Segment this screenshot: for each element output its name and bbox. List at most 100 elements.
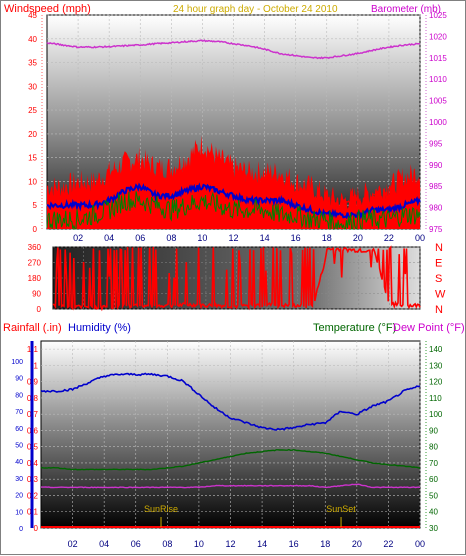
rainfall-tick-label: 0 (34, 524, 39, 533)
temp-x-tick-label: 06 (131, 539, 141, 549)
sun-annotation-label: SunSet (326, 504, 356, 514)
temperature-axis-label: Temperature (°F) (313, 322, 396, 334)
compass-tick-label: N (435, 304, 443, 316)
wind-x-tick-label: 02 (73, 233, 83, 243)
direction-tick-label: 180 (28, 274, 42, 283)
humidity-tick-label: 30 (15, 476, 23, 483)
humidity-tick-label: 70 (15, 409, 23, 416)
temp-panel-grid (41, 341, 421, 529)
barometer-tick-label: 995 (429, 139, 443, 148)
direction-tick-label: 270 (28, 259, 42, 268)
humidity-tick-label: 10 (15, 509, 23, 516)
windspeed-tick-label: 5 (33, 201, 38, 210)
barometer-tick-label: 1025 (429, 11, 447, 20)
wind-x-tick-label: 08 (166, 233, 176, 243)
dewpoint-axis-label: Dew Point (°F) (393, 322, 465, 334)
windspeed-tick-label: 25 (28, 106, 37, 115)
barometer-axis-label: Barometer (mb) (371, 4, 441, 15)
barometer-tick-label: 1005 (429, 97, 447, 106)
wind-x-tick-label: 14 (260, 233, 270, 243)
windspeed-tick-label: 0 (33, 225, 38, 234)
wind-x-tick-label: 18 (322, 233, 332, 243)
temperature-tick-label: 80 (429, 443, 438, 452)
humidity-line (40, 372, 421, 431)
barometer-tick-label: 975 (429, 225, 443, 234)
dewpoint-line (41, 483, 421, 489)
temperature-tick-label: 130 (429, 361, 443, 370)
compass-tick-label: N (435, 242, 443, 254)
temp-x-tick-label: 02 (68, 539, 78, 549)
direction-series-group (52, 245, 421, 312)
windspeed-tick-label: 10 (28, 177, 37, 186)
temp-x-tick-label: 12 (225, 539, 235, 549)
compass-tick-label: W (435, 289, 446, 301)
wind-series-group (46, 39, 421, 231)
wind-x-tick-label: 20 (353, 233, 363, 243)
temp-x-tick-label: 10 (194, 539, 204, 549)
temperature-tick-label: 120 (429, 378, 443, 387)
barometer-tick-label: 990 (429, 161, 443, 170)
barometer-tick-label: 1020 (429, 32, 447, 41)
barometer-tick-label: 1000 (429, 118, 447, 127)
temperature-tick-label: 40 (429, 508, 438, 517)
temp-x-tick-label: 08 (162, 539, 172, 549)
temp-panel-ticks: 02040608101214161820220000.10.20.30.40.5… (11, 345, 443, 549)
temp-x-tick-label: 14 (257, 539, 267, 549)
temperature-tick-label: 30 (429, 524, 438, 533)
windspeed-tick-label: 40 (28, 35, 37, 44)
sun-annotations: SunRise SunSet (144, 504, 356, 527)
humidity-axis-label: Humidity (%) (68, 322, 131, 334)
temperature-tick-label: 110 (429, 394, 442, 403)
wind-x-tick-label: 00 (415, 233, 425, 243)
direction-panel-ticks: 0 N 90 W 180 S 270 E 360 N (28, 242, 446, 316)
wind-x-tick-label: 12 (228, 233, 238, 243)
graph-title: 24 hour graph day - October 24 2010 (173, 4, 338, 15)
temperature-line (40, 448, 421, 471)
compass-tick-label: S (435, 273, 442, 285)
direction-tick-label: 90 (32, 290, 41, 299)
humidity-tick-label: 100 (11, 359, 23, 366)
temp-x-tick-label: 22 (383, 539, 393, 549)
wind-x-tick-label: 04 (104, 233, 114, 243)
humidity-tick-label: 0 (19, 526, 23, 533)
barometer-tick-label: 1015 (429, 54, 447, 63)
temp-x-tick-label: 04 (99, 539, 109, 549)
humidity-tick-label: 50 (15, 443, 23, 450)
compass-tick-label: E (435, 258, 442, 270)
humidity-tick-label: 90 (15, 376, 23, 383)
windspeed-tick-label: 45 (28, 11, 37, 20)
wind-x-tick-label: 16 (291, 233, 301, 243)
humidity-tick-label: 40 (15, 459, 23, 466)
wind-low-line (46, 191, 421, 231)
rainfall-tick-label: 1 (34, 361, 39, 370)
wind-x-tick-label: 22 (384, 233, 394, 243)
windspeed-tick-label: 15 (28, 154, 37, 163)
direction-tick-label: 360 (28, 243, 42, 252)
temp-x-tick-label: 18 (320, 539, 330, 549)
windspeed-tick-label: 35 (28, 59, 37, 68)
windspeed-tick-label: 30 (28, 82, 37, 91)
temperature-tick-label: 140 (429, 345, 443, 354)
temperature-tick-label: 50 (429, 491, 438, 500)
humidity-tick-label: 60 (15, 426, 23, 433)
temp-series-group (40, 372, 421, 528)
temperature-tick-label: 90 (429, 426, 438, 435)
direction-tick-label: 0 (37, 305, 42, 314)
temperature-tick-label: 70 (429, 459, 438, 468)
temp-x-tick-label: 20 (352, 539, 362, 549)
barometer-tick-label: 980 (429, 204, 443, 213)
temperature-tick-label: 100 (429, 410, 443, 419)
temperature-tick-label: 60 (429, 475, 438, 484)
wind-x-tick-label: 06 (135, 233, 145, 243)
wind-direction-line (52, 245, 421, 312)
humidity-tick-label: 20 (15, 493, 23, 500)
barometer-tick-label: 985 (429, 182, 443, 191)
wind-speed-line (46, 156, 421, 219)
barometer-line (46, 39, 421, 60)
wind-x-tick-label: 10 (197, 233, 207, 243)
temp-x-tick-label: 00 (415, 539, 425, 549)
sun-annotation-label: SunRise (144, 504, 178, 514)
rainfall-axis-label: Rainfall (.in) (3, 322, 62, 334)
